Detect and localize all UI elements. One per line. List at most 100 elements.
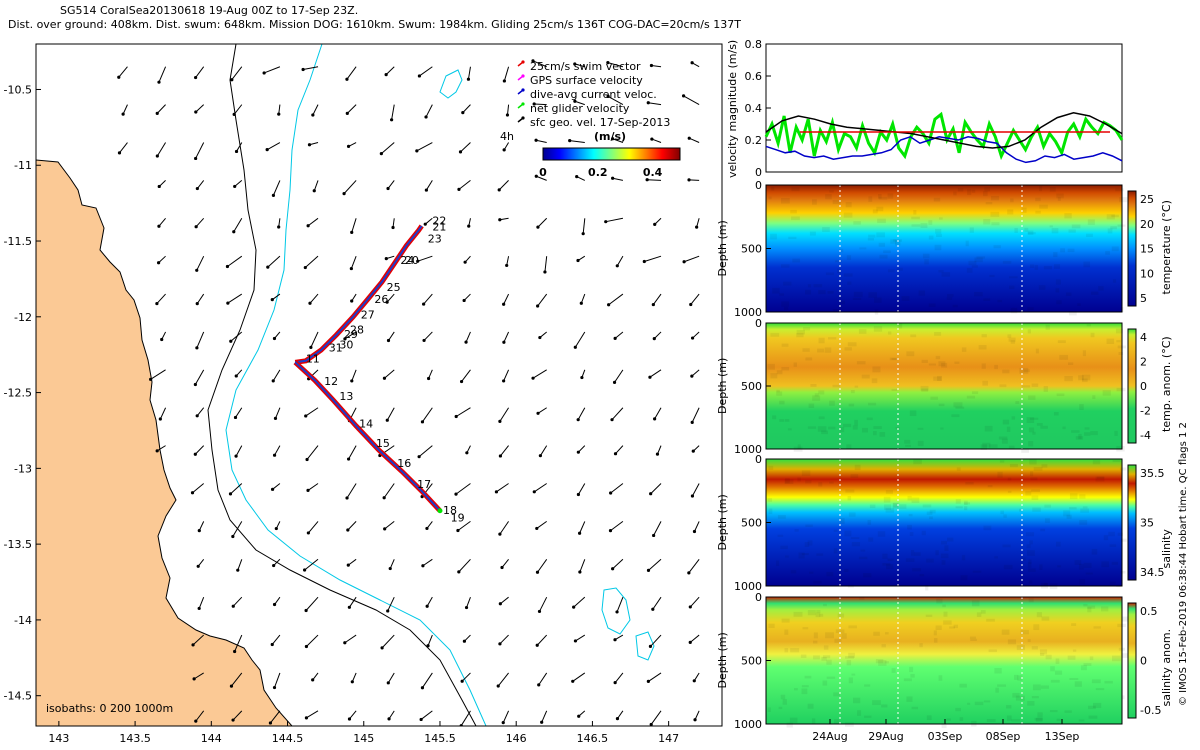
section-texture — [1065, 292, 1072, 296]
arrow-head — [117, 151, 122, 155]
section-texture — [917, 440, 924, 447]
section-ytick-label: 1000 — [734, 718, 762, 731]
section-texture — [1116, 340, 1121, 343]
sfc-velocity-arrow — [683, 255, 700, 263]
section-texture — [944, 545, 949, 551]
section-texture — [1014, 227, 1018, 233]
section-texture — [1009, 463, 1018, 468]
isobath-200m-reef-2 — [601, 587, 631, 635]
section-texture — [843, 273, 853, 277]
section-texture — [783, 281, 792, 286]
section-texture — [1049, 709, 1058, 713]
sfc-velocity-arrow — [344, 634, 357, 644]
sfc-velocity-arrow — [683, 95, 700, 106]
arrow-head — [424, 115, 428, 119]
sfc-velocity-arrow — [506, 104, 510, 116]
section-texture — [780, 545, 788, 550]
section-texture — [1112, 459, 1121, 463]
section-texture — [832, 384, 841, 388]
section-texture — [1066, 514, 1072, 519]
section-texture — [1041, 616, 1050, 621]
sfc-velocity-arrow — [348, 445, 357, 460]
arrow-head — [233, 649, 237, 654]
sfc-velocity-arrow — [577, 483, 586, 495]
arrow-head — [349, 266, 353, 271]
section-texture — [781, 343, 789, 347]
sfc-velocity-arrow — [607, 62, 624, 68]
arrow-head — [386, 186, 390, 191]
section-ylabel: Depth (m) — [716, 632, 729, 688]
section-texture — [811, 199, 817, 205]
sfc-velocity-arrow — [195, 104, 205, 113]
section-texture — [1038, 285, 1046, 290]
section-texture — [1120, 538, 1127, 542]
colorbar-tick-label: 5 — [1140, 292, 1147, 305]
section-texture — [853, 291, 863, 298]
sfc-velocity-arrow — [313, 180, 319, 191]
section-texture — [909, 666, 914, 673]
section-texture — [1062, 426, 1066, 430]
section-texture — [1025, 532, 1035, 537]
section-texture — [828, 426, 836, 430]
section-texture — [876, 232, 885, 238]
section-texture — [904, 439, 911, 444]
section-texture — [881, 704, 888, 708]
section-texture — [1109, 581, 1116, 587]
sfc-velocity-arrow — [263, 66, 281, 74]
section-texture — [938, 269, 944, 273]
section-texture — [844, 530, 852, 537]
section-texture — [994, 364, 998, 370]
section-texture — [1074, 681, 1082, 687]
section-texture — [1067, 362, 1074, 366]
arrow-head — [568, 139, 572, 143]
section-texture — [1050, 679, 1060, 683]
section-texture — [928, 303, 936, 308]
map-panel: 1112131415161718192021222324252627282930… — [4, 43, 723, 745]
arrow-head — [155, 111, 159, 115]
section-texture — [866, 417, 873, 421]
date-tick-label: 08Sep — [986, 730, 1021, 743]
arrow-head — [303, 568, 307, 572]
arrow-head — [234, 454, 238, 458]
velocity-lines — [764, 111, 1124, 164]
arrow-head — [345, 111, 349, 115]
section-texture — [966, 267, 973, 273]
arrow-head — [421, 564, 425, 568]
arrow-head — [195, 268, 199, 272]
section-texture — [1012, 692, 1020, 698]
section-texture — [1106, 338, 1115, 344]
section-texture — [908, 513, 913, 517]
section-texture — [1040, 653, 1045, 657]
sfc-velocity-arrow — [536, 175, 547, 181]
arrow-head — [531, 376, 535, 380]
arrow-head — [613, 638, 617, 642]
section-texture — [1069, 507, 1077, 510]
section-texture — [789, 717, 798, 724]
section-texture — [784, 479, 794, 485]
section-texture — [997, 684, 1007, 687]
sfc-velocity-arrow — [691, 483, 700, 497]
sfc-velocity-arrow — [383, 483, 395, 499]
arrow-head — [419, 717, 423, 722]
sfc-velocity-arrow — [194, 369, 205, 385]
arrow-head — [467, 224, 471, 228]
arrow-head — [575, 174, 579, 179]
section-texture — [1053, 252, 1058, 258]
section-texture — [1078, 563, 1084, 570]
section-texture — [825, 194, 832, 200]
sfc-velocity-arrow — [347, 558, 357, 566]
section-texture — [807, 284, 812, 288]
sfc-velocity-arrow — [195, 710, 205, 722]
section-texture — [1027, 639, 1031, 643]
section-texture — [935, 228, 942, 234]
section-texture — [1119, 467, 1127, 471]
colorbar-tick-label: -4 — [1140, 429, 1151, 442]
sfc-velocity-arrow — [503, 293, 510, 305]
section-field — [766, 185, 1122, 312]
arrow-head — [606, 61, 610, 65]
sfc-velocity-arrow — [192, 634, 205, 646]
section-texture — [974, 701, 984, 706]
section-texture — [889, 357, 898, 361]
